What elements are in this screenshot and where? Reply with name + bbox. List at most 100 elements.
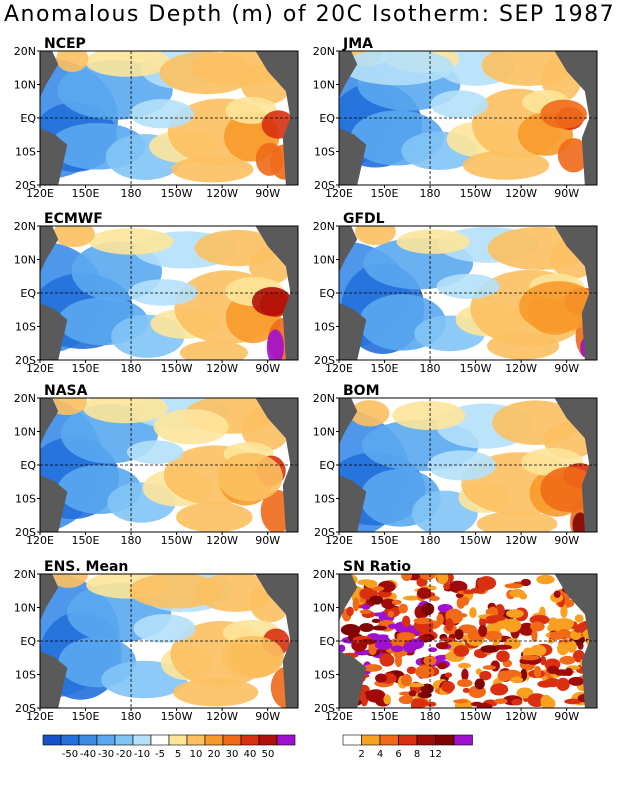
- y-tick-label: 10N: [14, 254, 36, 267]
- x-tick-label: 150W: [161, 187, 193, 200]
- panel-frame: [39, 397, 299, 533]
- sn-cell: [537, 680, 554, 688]
- colorbar-swatch: [186, 734, 206, 746]
- x-tick-label: 150E: [72, 362, 100, 375]
- y-tick-label: 20N: [313, 392, 335, 405]
- y-tick-label: EQ: [20, 287, 36, 300]
- land-asia: [339, 226, 358, 273]
- anomaly-contour: [519, 281, 597, 333]
- anomaly-contour: [175, 502, 253, 532]
- y-tick-label: 10N: [14, 426, 36, 439]
- map-panel-ens-mean: 120E 150E 180 150W 120W 90W 20N 10N EQ 10S 20S ENS.…: [14, 559, 299, 723]
- sn-cell: [359, 609, 372, 614]
- sn-cell: [496, 650, 510, 663]
- x-tick-label: 150E: [72, 187, 100, 200]
- sn-cell: [558, 628, 570, 638]
- panel-title: SN Ratio: [343, 559, 411, 575]
- sn-cell: [375, 673, 387, 683]
- map-panel-gfdl: 120E 150E 180 150W 120W 90W 20N 10N EQ 10S 20S GFDL: [313, 211, 598, 375]
- y-tick-label: EQ: [319, 112, 335, 125]
- depth-colorbar: -50 -40 -30 -20 -10 -5 5 10 20 30 40 50: [42, 734, 296, 760]
- sn-cell: [394, 654, 402, 668]
- y-tick-label: 10N: [14, 602, 36, 615]
- anomaly-contour: [251, 287, 292, 316]
- colorbar-swatch: [398, 734, 418, 746]
- colorbar-swatch: [258, 734, 278, 746]
- map-panel-sn-ratio: 120E 150E 180 150W 120W 90W 20N 10N EQ 10S 20S SN R…: [313, 559, 598, 723]
- sn-cell: [448, 580, 468, 593]
- y-tick-label: 20S: [15, 526, 36, 539]
- sn-cell: [436, 613, 444, 626]
- colorbar-label: 30: [226, 749, 239, 760]
- x-tick-label: 120W: [505, 362, 537, 375]
- anomaly-contour: [430, 90, 489, 119]
- anomaly-field: [40, 51, 298, 185]
- sn-cell: [346, 606, 354, 617]
- anomaly-contour: [179, 340, 248, 360]
- panel-title: ECMWF: [44, 211, 103, 227]
- sn-cell: [391, 599, 402, 605]
- sn-cell: [553, 590, 561, 598]
- x-tick-label: 180: [420, 187, 441, 200]
- colorbar-swatch: [204, 734, 224, 746]
- sn-cell: [435, 641, 449, 650]
- sn-cell: [443, 583, 451, 590]
- sn-cell: [557, 642, 569, 656]
- anomaly-field: [339, 574, 597, 708]
- panel-frame: [39, 225, 299, 361]
- colorbar-swatch: [168, 734, 188, 746]
- x-tick-label: 120W: [206, 710, 238, 723]
- colorbar-label: 8: [414, 749, 420, 760]
- sn-cell: [445, 618, 454, 632]
- sn-cell: [368, 641, 378, 656]
- y-tick-label: EQ: [20, 112, 36, 125]
- anomaly-contour: [128, 279, 198, 306]
- x-tick-label: 150W: [460, 187, 492, 200]
- y-tick-label: 10S: [15, 493, 36, 506]
- figure-title: Anomalous Depth (m) of 20C Isotherm: SEP…: [4, 2, 616, 27]
- colorbar-swatch: [453, 734, 473, 746]
- x-tick-label: 90W: [255, 534, 280, 547]
- anomaly-contour: [133, 614, 196, 643]
- sn-cell: [352, 597, 360, 612]
- sn-cell: [364, 579, 378, 589]
- sn-cell: [566, 640, 577, 653]
- sn-cell: [359, 622, 374, 633]
- y-tick-label: 10S: [314, 493, 335, 506]
- y-tick-label: 20N: [14, 568, 36, 581]
- y-tick-label: 20N: [14, 220, 36, 233]
- sn-cell: [504, 583, 523, 589]
- land-asia: [40, 574, 59, 621]
- y-tick-label: 20S: [314, 702, 335, 715]
- y-tick-label: 20S: [314, 526, 335, 539]
- sn-cell: [462, 687, 470, 693]
- x-tick-label: 120E: [26, 710, 54, 723]
- y-tick-label: 10N: [313, 602, 335, 615]
- y-tick-label: 20N: [14, 45, 36, 58]
- anomaly-contour: [462, 150, 550, 180]
- y-tick-label: EQ: [319, 635, 335, 648]
- sn-cell: [478, 624, 488, 637]
- colorbar-label: 5: [175, 749, 181, 760]
- sn-cell: [533, 666, 542, 678]
- land-australia: [40, 475, 68, 532]
- sn-cell: [453, 645, 470, 657]
- y-tick-label: 10N: [313, 79, 335, 92]
- sn-cell: [428, 647, 438, 653]
- sn-cell: [573, 626, 586, 633]
- land-australia: [40, 651, 68, 708]
- x-tick-label: 90W: [255, 710, 280, 723]
- sn-cell: [364, 690, 380, 696]
- sn-cell: [520, 578, 531, 587]
- sn-cell: [361, 604, 371, 610]
- sn-cell: [400, 674, 413, 687]
- sn-cell: [564, 698, 583, 705]
- anomaly-contour: [217, 452, 283, 502]
- panel-title: ENS. Mean: [44, 559, 128, 575]
- x-tick-label: 90W: [255, 187, 280, 200]
- sn-cell: [516, 687, 534, 699]
- colorbar-label: 4: [377, 749, 383, 760]
- sn-cell: [457, 679, 473, 688]
- y-tick-label: 20N: [313, 45, 335, 58]
- sn-cell: [454, 628, 464, 640]
